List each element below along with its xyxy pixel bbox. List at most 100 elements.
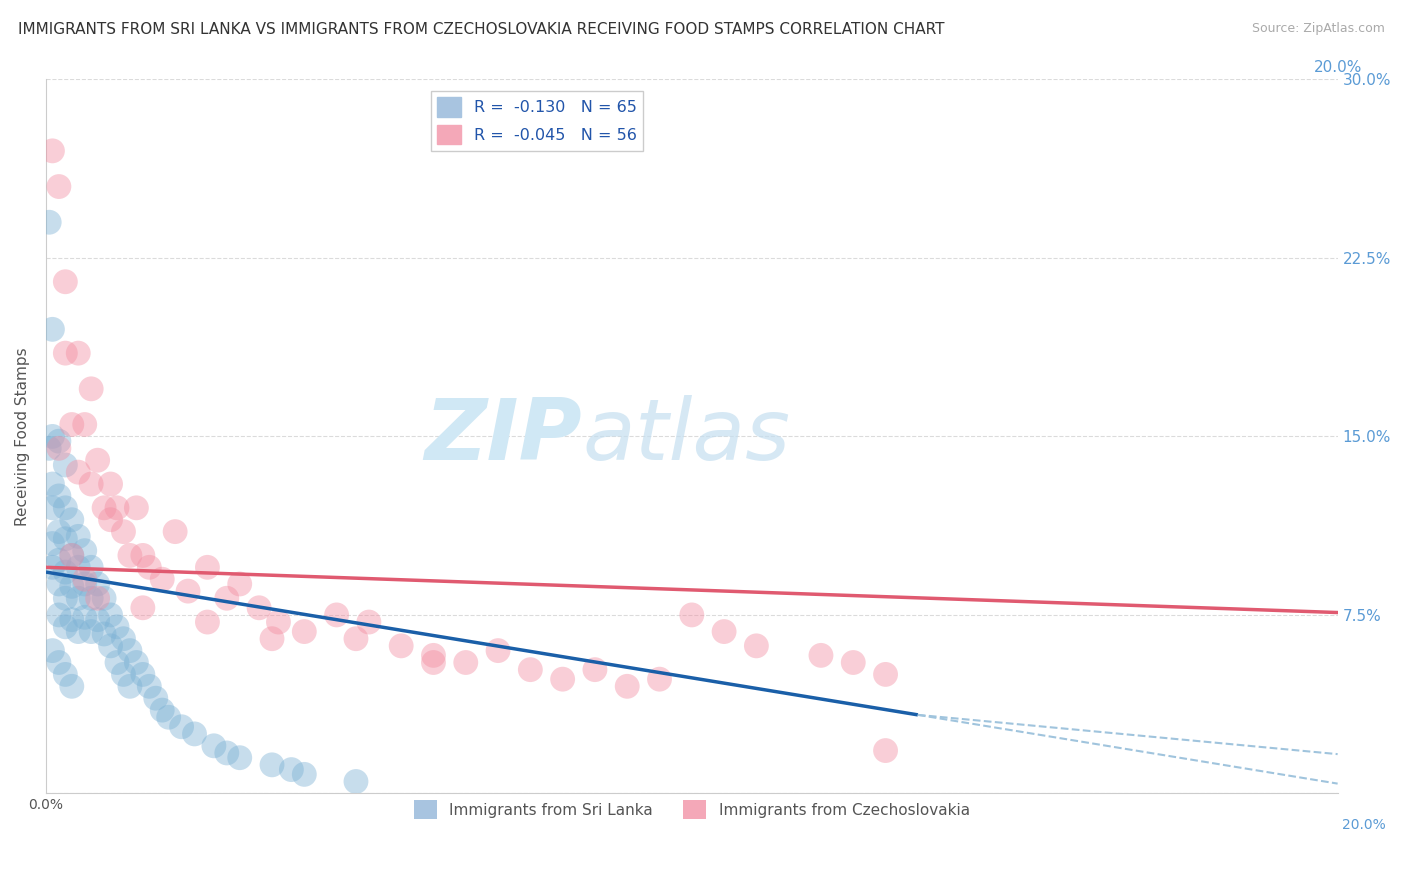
Point [875, 743, 897, 757]
Point [112, 667, 135, 681]
Point [41, 477, 63, 491]
Point [41, 560, 63, 574]
Point [48, 442, 70, 456]
Point [138, 560, 160, 574]
Point [616, 679, 638, 693]
Point [486, 643, 509, 657]
Point [86, 453, 108, 467]
Point [247, 600, 270, 615]
Point [67, 560, 90, 574]
Point [105, 620, 128, 634]
Point [41, 429, 63, 443]
Point [112, 524, 135, 539]
Point [132, 667, 155, 681]
Point [215, 746, 238, 760]
Point [86, 613, 108, 627]
Point [53, 500, 76, 515]
Point [41, 500, 63, 515]
Point [53, 591, 76, 606]
Point [551, 672, 574, 686]
Point [93, 627, 115, 641]
Point [53, 275, 76, 289]
Point [215, 591, 238, 606]
Point [648, 672, 671, 686]
Point [118, 549, 141, 563]
Point [67, 465, 90, 479]
Point [67, 346, 90, 360]
Point [67, 529, 90, 543]
Text: IMMIGRANTS FROM SRI LANKA VS IMMIGRANTS FROM CZECHOSLOVAKIA RECEIVING FOOD STAMP: IMMIGRANTS FROM SRI LANKA VS IMMIGRANTS … [18, 22, 945, 37]
Point [357, 615, 380, 629]
Point [183, 727, 205, 741]
Point [125, 656, 148, 670]
Point [105, 656, 128, 670]
Point [197, 615, 219, 629]
Point [67, 591, 90, 606]
Point [67, 624, 90, 639]
Point [53, 532, 76, 546]
Point [202, 739, 225, 753]
Point [80, 591, 103, 606]
Point [681, 607, 703, 622]
Point [228, 577, 250, 591]
Point [60, 679, 83, 693]
Point [745, 639, 768, 653]
Y-axis label: Receiving Food Stamps: Receiving Food Stamps [15, 347, 30, 525]
Point [344, 774, 367, 789]
Point [100, 513, 122, 527]
Point [100, 607, 122, 622]
Point [93, 500, 115, 515]
Point [73, 543, 96, 558]
Point [125, 500, 148, 515]
Point [48, 553, 70, 567]
Point [118, 643, 141, 657]
Point [93, 591, 115, 606]
Point [41, 536, 63, 550]
Point [519, 663, 541, 677]
Point [53, 667, 76, 681]
Text: atlas: atlas [582, 395, 790, 478]
Point [53, 458, 76, 472]
Point [260, 757, 283, 772]
Point [583, 663, 606, 677]
Point [86, 577, 108, 591]
Point [292, 624, 315, 639]
Point [875, 667, 897, 681]
Point [422, 648, 444, 663]
Point [80, 477, 103, 491]
Point [48, 489, 70, 503]
Point [138, 679, 160, 693]
Text: ZIP: ZIP [425, 395, 582, 478]
Point [260, 632, 283, 646]
Point [280, 763, 302, 777]
Point [60, 579, 83, 593]
Point [170, 720, 193, 734]
Point [325, 607, 347, 622]
Point [145, 691, 167, 706]
Text: 20.0%: 20.0% [1341, 818, 1385, 832]
Point [73, 417, 96, 432]
Point [60, 613, 83, 627]
Legend: Immigrants from Sri Lanka, Immigrants from Czechoslovakia: Immigrants from Sri Lanka, Immigrants fr… [408, 794, 976, 825]
Point [48, 179, 70, 194]
Point [41, 144, 63, 158]
Point [454, 656, 477, 670]
Point [48, 434, 70, 449]
Point [53, 346, 76, 360]
Point [132, 549, 155, 563]
Point [713, 624, 735, 639]
Point [389, 639, 412, 653]
Point [53, 565, 76, 579]
Point [100, 639, 122, 653]
Point [60, 549, 83, 563]
Point [112, 632, 135, 646]
Point [60, 417, 83, 432]
Point [73, 610, 96, 624]
Point [38, 215, 60, 229]
Point [344, 632, 367, 646]
Point [150, 572, 173, 586]
Point [100, 477, 122, 491]
Point [422, 656, 444, 670]
Point [73, 577, 96, 591]
Point [197, 560, 219, 574]
